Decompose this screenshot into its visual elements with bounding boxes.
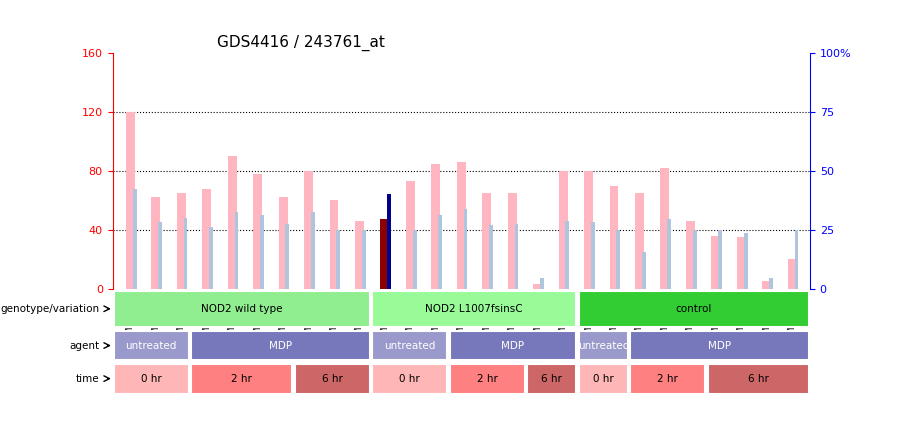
- Bar: [279, 198, 287, 289]
- FancyBboxPatch shape: [372, 331, 447, 361]
- FancyBboxPatch shape: [579, 331, 628, 361]
- Text: control: control: [676, 304, 712, 314]
- Text: 0 hr: 0 hr: [141, 373, 162, 384]
- Bar: [132, 189, 137, 289]
- Bar: [202, 189, 211, 289]
- FancyBboxPatch shape: [192, 364, 292, 393]
- Text: NOD2 wild type: NOD2 wild type: [201, 304, 283, 314]
- FancyBboxPatch shape: [192, 331, 370, 361]
- Bar: [635, 193, 644, 289]
- Bar: [329, 200, 338, 289]
- Text: genotype/variation: genotype/variation: [1, 304, 100, 314]
- FancyBboxPatch shape: [579, 364, 628, 393]
- FancyBboxPatch shape: [372, 364, 447, 393]
- FancyBboxPatch shape: [708, 364, 809, 393]
- Bar: [413, 230, 417, 289]
- Text: untreated: untreated: [578, 341, 629, 350]
- Text: 2 hr: 2 hr: [477, 373, 498, 384]
- Bar: [304, 171, 313, 289]
- Bar: [176, 193, 185, 289]
- Bar: [158, 222, 162, 289]
- FancyBboxPatch shape: [631, 364, 706, 393]
- Bar: [489, 225, 493, 289]
- Text: GDS4416 / 243761_at: GDS4416 / 243761_at: [217, 34, 385, 51]
- Bar: [565, 221, 570, 289]
- FancyBboxPatch shape: [450, 331, 576, 361]
- Bar: [795, 230, 798, 289]
- Bar: [584, 171, 593, 289]
- Bar: [431, 163, 440, 289]
- Bar: [788, 259, 796, 289]
- Text: untreated: untreated: [384, 341, 436, 350]
- FancyBboxPatch shape: [294, 364, 370, 393]
- FancyBboxPatch shape: [113, 331, 189, 361]
- Bar: [126, 112, 135, 289]
- Bar: [406, 181, 415, 289]
- Bar: [616, 230, 620, 289]
- Text: 0 hr: 0 hr: [400, 373, 420, 384]
- Bar: [609, 186, 618, 289]
- Bar: [718, 230, 722, 289]
- Bar: [737, 237, 746, 289]
- Bar: [591, 222, 595, 289]
- Bar: [508, 193, 517, 289]
- Bar: [661, 168, 670, 289]
- Bar: [762, 281, 771, 289]
- Text: 6 hr: 6 hr: [541, 373, 562, 384]
- Text: MDP: MDP: [708, 341, 731, 350]
- Bar: [438, 215, 442, 289]
- Text: 6 hr: 6 hr: [321, 373, 343, 384]
- Bar: [642, 252, 645, 289]
- Bar: [686, 221, 695, 289]
- Bar: [559, 171, 568, 289]
- Text: agent: agent: [69, 341, 100, 350]
- Text: time: time: [76, 373, 100, 384]
- Bar: [337, 230, 340, 289]
- Text: MDP: MDP: [501, 341, 525, 350]
- Text: 2 hr: 2 hr: [658, 373, 679, 384]
- Bar: [667, 219, 671, 289]
- Bar: [482, 193, 491, 289]
- Bar: [515, 224, 518, 289]
- Bar: [184, 218, 187, 289]
- Bar: [533, 284, 542, 289]
- Bar: [260, 215, 264, 289]
- Text: NOD2 L1007fsinsC: NOD2 L1007fsinsC: [426, 304, 523, 314]
- FancyBboxPatch shape: [113, 290, 370, 327]
- Bar: [464, 209, 467, 289]
- Bar: [540, 278, 544, 289]
- Bar: [235, 212, 238, 289]
- Bar: [209, 227, 213, 289]
- FancyBboxPatch shape: [372, 290, 576, 327]
- FancyBboxPatch shape: [450, 364, 525, 393]
- Bar: [457, 162, 465, 289]
- Bar: [770, 278, 773, 289]
- Text: 2 hr: 2 hr: [231, 373, 252, 384]
- Bar: [381, 219, 390, 289]
- Text: untreated: untreated: [126, 341, 177, 350]
- FancyBboxPatch shape: [113, 364, 189, 393]
- Text: 0 hr: 0 hr: [593, 373, 614, 384]
- Bar: [743, 233, 748, 289]
- FancyBboxPatch shape: [631, 331, 809, 361]
- Bar: [285, 224, 289, 289]
- Text: MDP: MDP: [269, 341, 292, 350]
- Bar: [711, 236, 720, 289]
- Bar: [355, 221, 364, 289]
- Text: 6 hr: 6 hr: [748, 373, 769, 384]
- Bar: [253, 174, 262, 289]
- FancyBboxPatch shape: [527, 364, 576, 393]
- Bar: [387, 194, 392, 289]
- Bar: [693, 230, 697, 289]
- FancyBboxPatch shape: [579, 290, 809, 327]
- Bar: [362, 230, 365, 289]
- Bar: [228, 156, 237, 289]
- Bar: [310, 212, 315, 289]
- Bar: [151, 198, 160, 289]
